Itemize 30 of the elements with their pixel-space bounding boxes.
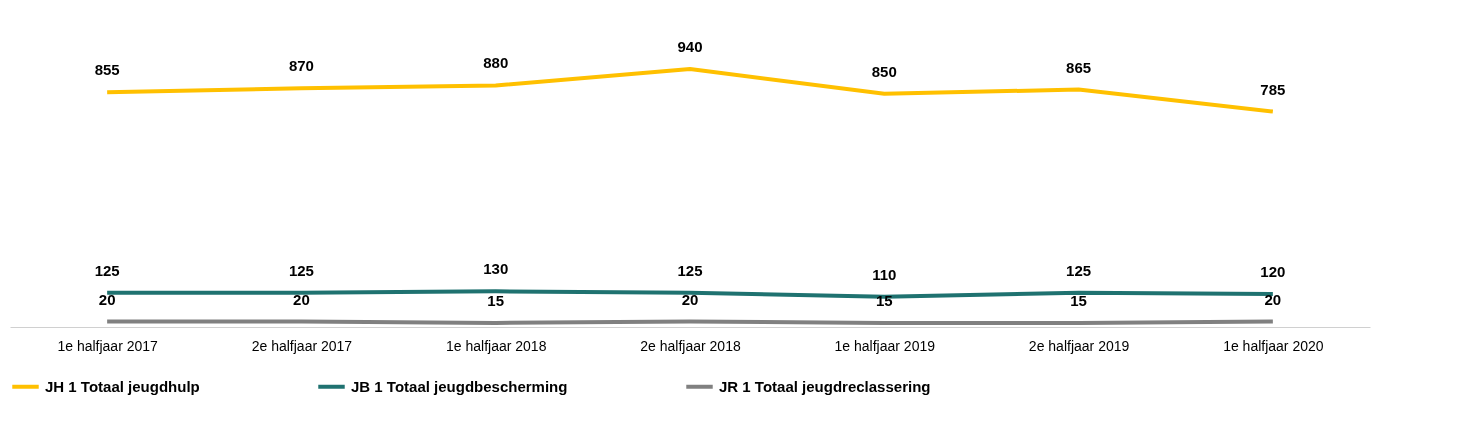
data-label: 20: [98, 290, 116, 308]
data-label: 940: [677, 38, 703, 55]
data-label: 880: [483, 54, 509, 72]
data-label: 125: [677, 261, 703, 279]
data-label: 125: [94, 261, 120, 279]
legend-label: JR 1 Totaal jeugdreclassering: [719, 377, 931, 395]
legend-label: JH 1 Totaal jeugdhulp: [45, 377, 200, 395]
legend-label: JB 1 Totaal jeugdbescherming: [351, 377, 568, 395]
data-label: 20: [293, 290, 310, 308]
data-label: 130: [483, 260, 509, 278]
data-label: 20: [1264, 290, 1282, 308]
data-label: 125: [1066, 261, 1092, 279]
data-label: 865: [1066, 58, 1092, 76]
data-label: 850: [871, 62, 897, 80]
x-tick-label: 2e halfjaar 2017: [251, 337, 353, 354]
data-label: 15: [487, 291, 505, 309]
data-label: 20: [681, 290, 699, 308]
x-tick-label: 1e halfjaar 2019: [834, 337, 936, 354]
data-label: 855: [94, 61, 120, 79]
x-tick-label: 2e halfjaar 2019: [1028, 337, 1130, 354]
x-tick-label: 1e halfjaar 2017: [57, 337, 159, 354]
data-label: 870: [288, 57, 314, 75]
data-label: 785: [1260, 80, 1286, 98]
data-label: 15: [1070, 291, 1087, 309]
data-label: 120: [1260, 263, 1286, 281]
data-label: 125: [288, 261, 314, 279]
x-tick-label: 1e halfjaar 2018: [446, 337, 547, 354]
data-label: 110: [872, 265, 897, 283]
x-tick-label: 1e halfjaar 2020: [1223, 337, 1324, 354]
x-tick-label: 2e halfjaar 2018: [640, 337, 741, 354]
